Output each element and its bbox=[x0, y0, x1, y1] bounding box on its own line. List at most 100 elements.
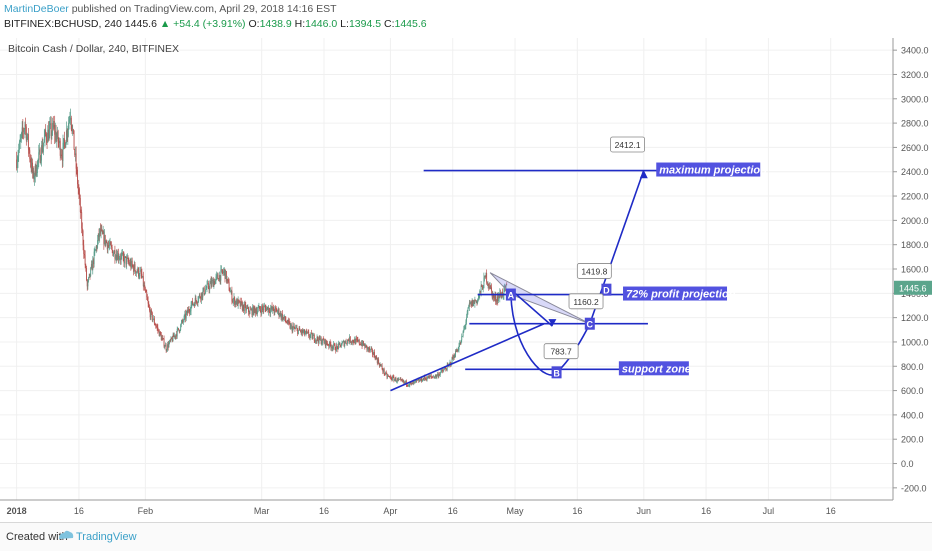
candle-body bbox=[378, 363, 380, 367]
candle-body bbox=[107, 245, 109, 250]
candle bbox=[348, 337, 350, 344]
candle bbox=[125, 256, 127, 268]
candle bbox=[46, 132, 48, 149]
candle bbox=[266, 305, 267, 312]
candle bbox=[409, 382, 411, 388]
candle bbox=[363, 342, 365, 346]
candle-body bbox=[461, 335, 463, 337]
candle-body bbox=[232, 299, 234, 302]
candle-body bbox=[398, 379, 400, 380]
candle-body bbox=[36, 161, 38, 174]
candle bbox=[384, 373, 386, 376]
candle bbox=[345, 338, 347, 344]
candle bbox=[303, 329, 305, 335]
candle bbox=[102, 225, 104, 235]
candle-body bbox=[342, 341, 344, 343]
candle-body bbox=[326, 343, 328, 345]
candle-body bbox=[497, 296, 499, 302]
candle-body bbox=[359, 343, 361, 345]
candle-body bbox=[84, 255, 86, 266]
candle bbox=[88, 276, 90, 283]
candle-body bbox=[122, 252, 123, 255]
candle-body bbox=[279, 315, 281, 316]
candle-body bbox=[422, 378, 424, 381]
candle bbox=[216, 271, 218, 281]
y-tick-label: 1800.0 bbox=[901, 240, 929, 250]
x-tick-label: Feb bbox=[138, 506, 154, 516]
candle bbox=[349, 336, 351, 343]
candle bbox=[290, 323, 292, 330]
candle bbox=[368, 346, 370, 352]
candle bbox=[97, 233, 99, 245]
candle-body bbox=[182, 320, 184, 322]
candle-body bbox=[79, 193, 81, 199]
change-value: +54.4 (+3.91%) bbox=[173, 18, 246, 30]
candle-body bbox=[404, 381, 406, 383]
candle-body bbox=[120, 255, 122, 260]
candle-body bbox=[144, 285, 146, 290]
candle-body bbox=[77, 184, 79, 190]
candle bbox=[285, 316, 287, 324]
candle bbox=[389, 375, 391, 379]
candle-body bbox=[289, 323, 291, 329]
candle bbox=[246, 305, 248, 310]
candle bbox=[227, 278, 229, 284]
candle bbox=[34, 163, 36, 183]
candle bbox=[137, 266, 139, 274]
candle-body bbox=[427, 375, 429, 379]
candle bbox=[49, 117, 51, 139]
candle bbox=[484, 275, 486, 280]
candle bbox=[110, 241, 112, 246]
candle bbox=[488, 282, 490, 290]
candle bbox=[336, 343, 338, 350]
candle bbox=[228, 278, 230, 292]
candle bbox=[436, 374, 438, 380]
candle bbox=[233, 293, 235, 304]
price-chart[interactable]: -200.0 0.0 200.0 400.0 600.0 800.0 1000.0 1200.… bbox=[0, 38, 932, 520]
candle-body bbox=[414, 380, 416, 382]
candle bbox=[261, 304, 263, 316]
candle-body bbox=[81, 228, 83, 231]
candle bbox=[147, 296, 149, 308]
x-tick-label: 16 bbox=[74, 506, 84, 516]
candle-body bbox=[198, 294, 200, 297]
candle-body bbox=[308, 332, 310, 337]
candle-body bbox=[322, 338, 324, 343]
last-price: 1445.6 bbox=[124, 18, 157, 30]
candle-body bbox=[268, 308, 270, 312]
tradingview-brand[interactable]: TradingView bbox=[76, 531, 137, 543]
chart-area[interactable]: -200.0 0.0 200.0 400.0 600.0 800.0 1000.0 1200.… bbox=[0, 38, 932, 520]
candle bbox=[86, 279, 88, 291]
candle-body bbox=[153, 318, 155, 320]
author-link[interactable]: MartinDeBoer bbox=[4, 3, 69, 15]
candle bbox=[259, 305, 261, 313]
candle-body bbox=[207, 282, 209, 284]
candle-body bbox=[331, 347, 333, 349]
candle-body bbox=[397, 378, 399, 380]
candle-body bbox=[104, 234, 106, 245]
candle-body bbox=[129, 262, 131, 265]
candle-body bbox=[176, 328, 178, 337]
candle-body bbox=[86, 268, 87, 281]
candle bbox=[484, 275, 486, 282]
value-label-box bbox=[543, 343, 579, 360]
candle bbox=[67, 125, 69, 145]
candle bbox=[182, 318, 184, 325]
candle bbox=[218, 271, 220, 283]
candle-body bbox=[80, 212, 82, 213]
candle bbox=[346, 343, 348, 346]
candle bbox=[189, 308, 191, 317]
candle-body bbox=[26, 136, 28, 141]
candle-body bbox=[131, 260, 132, 268]
candle bbox=[73, 130, 75, 150]
candle-body bbox=[398, 379, 400, 380]
candle bbox=[84, 250, 86, 269]
candle bbox=[226, 275, 228, 284]
candle bbox=[29, 147, 31, 163]
candle-body bbox=[382, 369, 384, 372]
candle bbox=[126, 253, 128, 260]
candle bbox=[257, 304, 259, 313]
candle-body bbox=[290, 325, 292, 329]
candle-body bbox=[308, 336, 310, 338]
candle-body bbox=[335, 349, 337, 351]
